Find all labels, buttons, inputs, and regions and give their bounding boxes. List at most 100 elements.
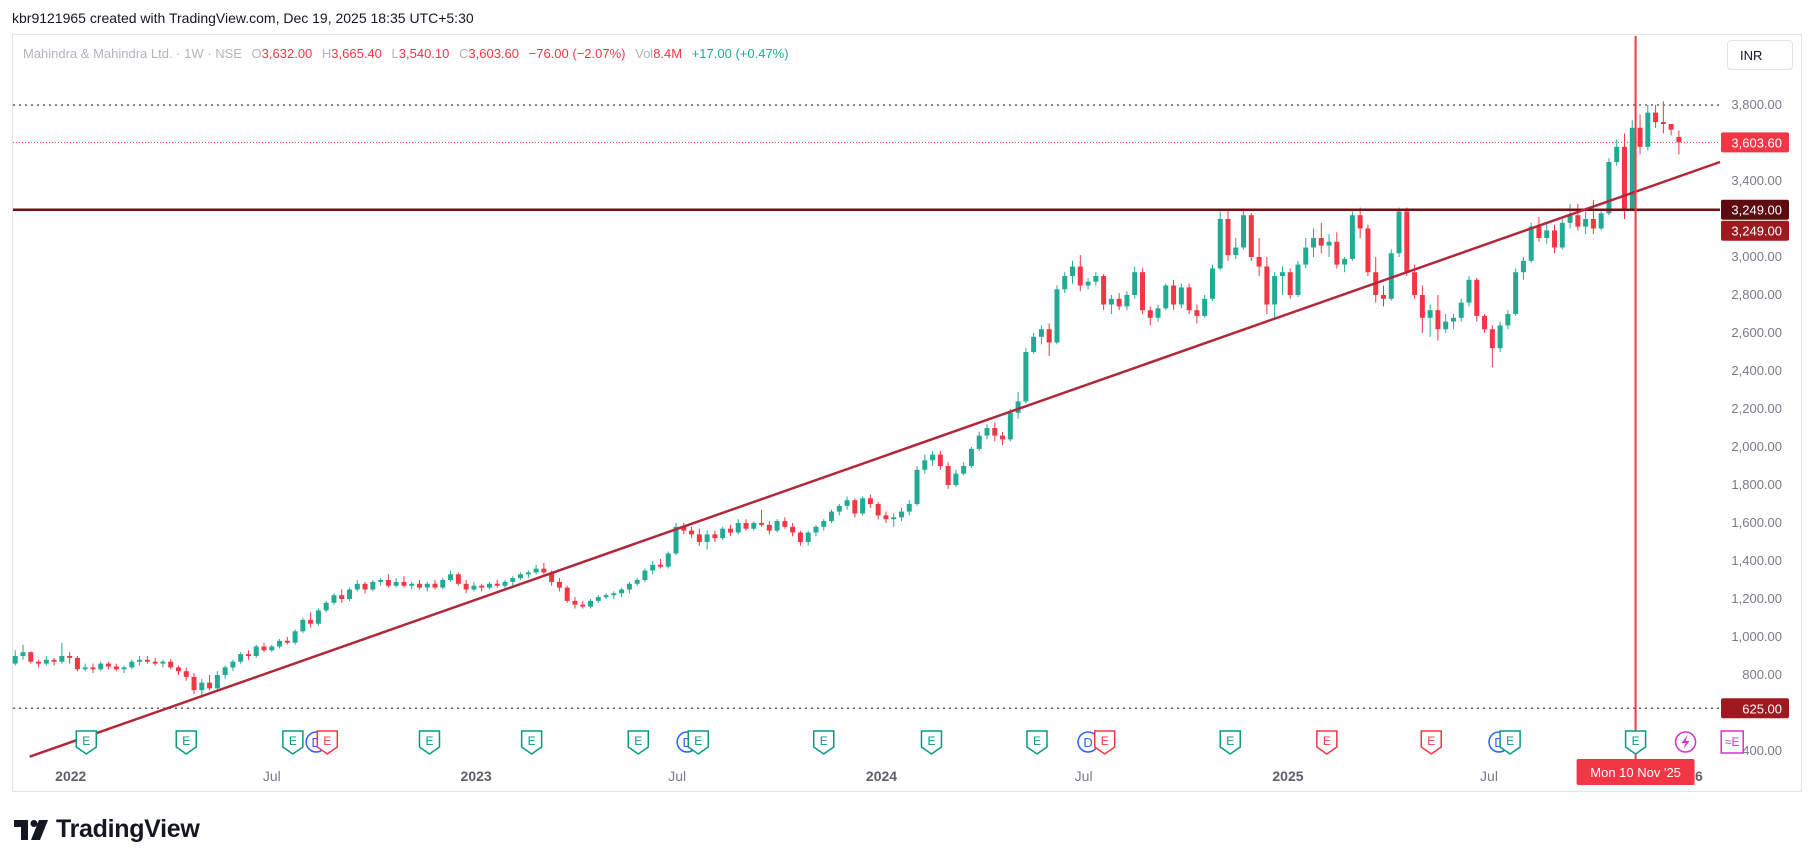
low-label: L: [391, 46, 399, 61]
candle-up: [98, 663, 104, 670]
earnings-marker: [1026, 730, 1048, 755]
candle-up: [471, 585, 477, 590]
candle-down: [385, 580, 391, 586]
candle-down: [1357, 215, 1363, 229]
candle-up: [1124, 295, 1130, 307]
candle-down: [766, 524, 772, 531]
candle-up: [1272, 276, 1278, 305]
event-marker-e: E: [316, 730, 339, 755]
y-axis-tick-label: 1,600.00: [1731, 515, 1782, 530]
candle-up: [984, 428, 990, 436]
current-price-label-bg: [1721, 132, 1789, 153]
y-axis-tick-label: 2,400.00: [1731, 363, 1782, 378]
candle-down: [90, 667, 96, 670]
candle-up: [953, 473, 959, 485]
candle-up: [1093, 276, 1099, 282]
candle-up: [642, 570, 648, 580]
price-change: −76.00 (−2.07%): [528, 46, 626, 61]
earnings-marker: [1420, 730, 1442, 755]
candle-down: [1676, 136, 1682, 143]
candle-up: [650, 564, 656, 571]
candle-up: [1326, 241, 1332, 246]
candle-up: [269, 646, 275, 651]
candle-down: [1474, 279, 1480, 316]
earnings-marker: [1499, 730, 1521, 755]
candle-down: [1621, 146, 1627, 210]
candle-down: [1264, 266, 1270, 305]
y-axis-tick-label: 400.00: [1742, 743, 1782, 758]
chart-pane[interactable]: [12, 34, 1802, 792]
candle-down: [1575, 215, 1581, 227]
tradingview-logo-icon: [14, 819, 48, 840]
currency-selector[interactable]: INR: [1727, 40, 1793, 70]
earnings-marker-text: E: [1101, 734, 1109, 748]
y-axis-tick-label: 3,800.00: [1731, 97, 1782, 112]
earnings-marker-text: E: [634, 734, 642, 748]
earnings-marker: [316, 730, 339, 755]
earnings-marker: [1316, 730, 1338, 755]
candle-up: [805, 532, 811, 542]
candle-down: [152, 661, 158, 664]
candle-down: [113, 666, 119, 670]
candle-down: [759, 523, 765, 525]
candle-down: [183, 671, 189, 677]
candle-up: [347, 589, 353, 599]
candle-up: [253, 646, 259, 656]
candle-down: [191, 676, 197, 691]
crosshair-date-label-bg: [1576, 759, 1695, 785]
candle-up: [222, 667, 228, 675]
candle-up: [1567, 215, 1573, 223]
candle-up: [137, 659, 143, 662]
candle-down: [175, 667, 181, 672]
candle-up: [619, 589, 625, 594]
candle-up: [1108, 298, 1114, 305]
candle-up: [961, 466, 967, 474]
candle-up: [634, 580, 640, 584]
candle-up: [1443, 321, 1449, 330]
event-marker-e: E: [920, 730, 943, 755]
level-price-label: 3,249.00: [1731, 203, 1782, 218]
candle-down: [1653, 112, 1659, 123]
candle-up: [1388, 253, 1394, 299]
event-marker-e: E: [75, 730, 98, 755]
event-marker-e: E: [175, 730, 198, 755]
event-marker-d: D: [1077, 731, 1099, 753]
x-axis-tick-label: Jul: [263, 768, 281, 784]
y-axis-tick-label: 1,400.00: [1731, 553, 1782, 568]
dividend-marker-text: D: [1494, 735, 1503, 750]
candle-up: [898, 511, 904, 518]
candle-down: [549, 572, 555, 582]
candle-down: [144, 659, 150, 662]
candle-up: [1458, 302, 1464, 318]
candle-down: [1419, 295, 1425, 318]
event-marker-e: E: [812, 730, 835, 755]
candle-down: [416, 583, 422, 588]
candle-up: [1645, 112, 1651, 147]
low-value: 3,540.10: [398, 46, 450, 61]
candle-up: [1559, 222, 1565, 248]
event-marker-flash: [1674, 731, 1697, 753]
candle-down: [556, 581, 562, 588]
candle-down: [1482, 315, 1488, 330]
candle-down: [463, 583, 469, 590]
candle-up: [1279, 272, 1285, 276]
candle-up: [774, 521, 780, 531]
candle-up: [160, 661, 166, 664]
candle-up: [673, 526, 679, 554]
earnings-marker-text: E: [1226, 734, 1234, 748]
x-axis-tick-label: Jul: [668, 768, 686, 784]
tradingview-logo[interactable]: TradingView: [14, 815, 200, 844]
earnings-marker: [1624, 730, 1647, 755]
candle-down: [790, 526, 796, 533]
candle-down: [362, 583, 368, 590]
candle-up: [323, 602, 329, 611]
candle-down: [945, 466, 951, 485]
future-earnings-marker: [1720, 730, 1744, 754]
candle-up: [331, 595, 337, 603]
x-axis-tick-label: 2022: [55, 768, 86, 784]
candle-down: [1116, 298, 1122, 307]
candle-up: [300, 619, 306, 632]
candle-down: [1046, 329, 1052, 343]
earnings-marker-text: E: [820, 734, 828, 748]
event-marker-e: E: [687, 730, 709, 755]
